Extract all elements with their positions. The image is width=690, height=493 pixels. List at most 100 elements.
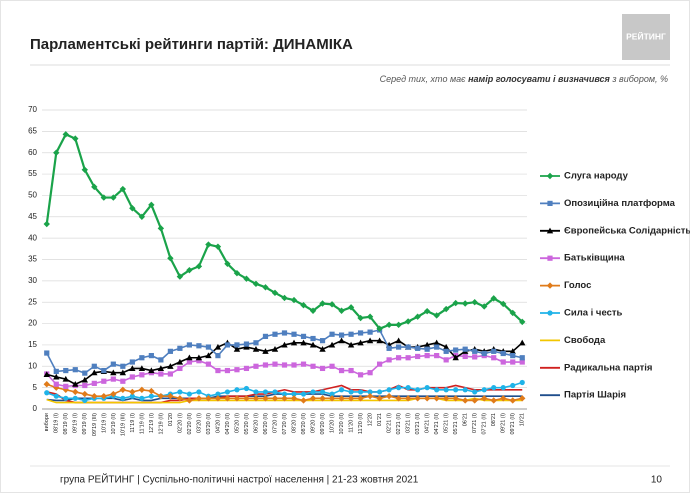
marker [243,365,250,372]
marker [148,367,155,374]
marker [148,387,155,395]
marker [224,395,231,402]
marker [357,372,364,378]
marker [53,393,59,399]
marker [546,172,554,180]
marker [546,227,554,234]
marker [215,367,221,374]
x-tick-label: 09'21 (I) [501,413,507,433]
x-tick-label: 04'20 (II) [225,413,231,435]
marker [186,342,193,348]
x-tick-label: 09'19 (III) [92,413,98,436]
marker [319,338,326,344]
marker [138,386,146,393]
marker [177,389,183,395]
marker [253,363,259,369]
x-tick-label: 10'19 (III) [120,413,126,436]
marker [262,333,269,339]
marker [139,355,145,361]
marker [472,389,478,395]
marker [414,395,421,402]
marker [386,357,392,363]
marker [396,355,402,361]
marker [319,395,326,402]
marker [167,363,174,369]
x-tick-label: 06'21 [463,413,469,426]
marker [309,307,317,314]
marker [148,201,155,209]
logo: РЕЙТИНГ [626,30,666,41]
marker [481,387,487,393]
marker [405,385,411,391]
marker [433,312,440,319]
marker [195,354,203,361]
legend-label: Партія Шарія [564,390,626,401]
x-tick-label: 01'21 [377,413,383,426]
marker [414,313,421,320]
marker [119,369,127,376]
subtitle-part: Серед тих, хто має [380,74,468,84]
marker [338,332,345,338]
x-tick-label: 03'20 (II) [206,413,212,435]
marker [243,341,250,347]
marker [252,280,260,288]
marker [471,397,478,404]
marker [424,346,430,352]
marker [44,390,50,396]
x-tick-label: 07'21 (I) [472,413,478,433]
marker [453,387,459,393]
marker [519,359,525,365]
marker [415,353,421,360]
y-tick-label: 60 [28,148,37,157]
marker [291,391,297,397]
legend-label: Сила і честь [564,308,623,319]
x-tick-label: 09'19 (II) [82,413,88,435]
marker [376,361,383,367]
marker [376,325,383,332]
marker [72,135,79,142]
marker [348,331,354,337]
y-tick-label: 15 [28,340,37,349]
marker [357,395,364,402]
marker [82,397,88,404]
marker [347,304,355,311]
marker [310,363,316,369]
y-tick-label: 30 [28,276,37,285]
marker [281,395,288,402]
legend-label: Опозиційна платформа [564,198,676,209]
marker [243,385,250,392]
x-tick-label: 04'21 (I) [425,413,431,433]
marker [53,373,60,380]
marker [271,346,279,352]
marker [81,376,88,383]
marker [262,284,269,291]
marker [82,382,88,389]
marker [519,339,526,346]
marker [72,388,79,396]
marker [101,378,107,384]
marker [252,346,260,352]
legend-label: Свобода [564,335,606,346]
x-tick-label: 08'20 (II) [301,413,307,435]
marker [119,386,127,393]
marker [196,389,202,395]
marker [91,363,97,369]
x-tick-label: 06'20 (II) [263,413,269,435]
marker [433,395,440,402]
marker [243,275,250,282]
marker [396,344,402,350]
marker [272,361,278,367]
marker [195,263,203,270]
marker [357,330,364,336]
x-tick-label: 10'19 (II) [111,413,117,435]
marker [44,350,50,356]
marker [415,387,421,393]
y-tick-label: 10 [28,361,37,370]
x-tick-label: 06'20 (I) [253,413,259,433]
marker [348,367,354,374]
marker [376,389,383,395]
marker [434,353,440,359]
y-tick-label: 25 [28,297,37,306]
x-tick-label: 12'19 (II) [158,413,164,435]
x-tick-label: 04'20 (I) [215,413,221,433]
